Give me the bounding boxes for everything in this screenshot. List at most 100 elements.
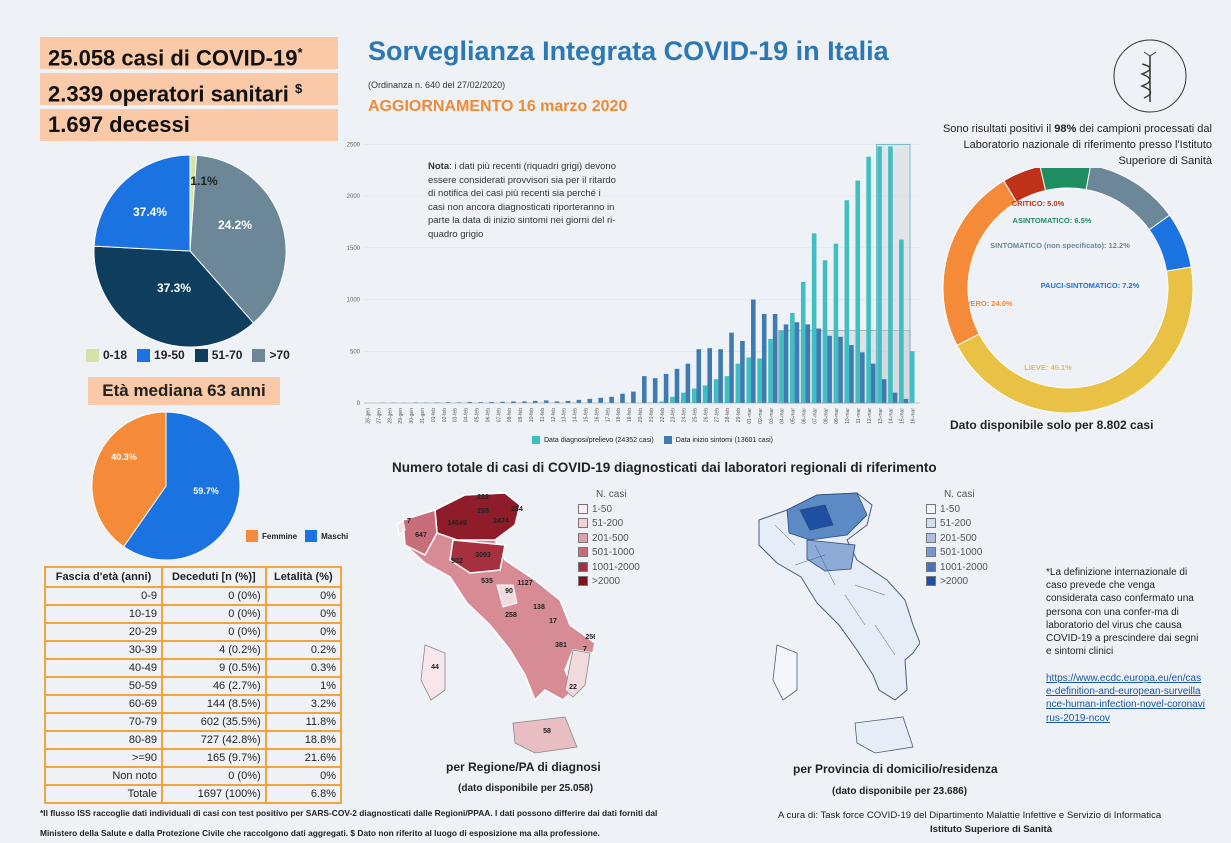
x-tick-label: 07-feb	[496, 408, 502, 422]
x-tick-label: 29-gen	[398, 408, 404, 424]
map-label: 22	[569, 684, 577, 691]
x-tick-label: 11-mar	[856, 408, 862, 424]
table-cell: 21.6%	[264, 748, 343, 768]
table-cell: 3.2%	[264, 694, 343, 714]
table-row: Totale 1697 (100%) 6.8%	[44, 784, 343, 804]
table-row: 40-49 9 (0.5%) 0.3%	[44, 658, 343, 678]
sex-legend: Femmine Maschi	[246, 530, 348, 542]
table-cell: 60-69	[44, 694, 163, 714]
bar-diagnosis	[746, 357, 752, 403]
pie-slice-3	[189, 155, 287, 324]
table-cell: 165 (9.7%)	[160, 748, 267, 768]
donut-label: CRITICO: 5.0%	[1012, 199, 1065, 208]
table-row: 60-69 144 (8.5%) 3.2%	[44, 694, 343, 714]
map-label: 44	[431, 664, 439, 671]
x-tick-label: 04-feb	[464, 408, 470, 422]
bar-diagnosis	[768, 338, 773, 403]
pie-slice-1	[93, 155, 191, 252]
x-tick-label: 13-mar	[878, 408, 884, 424]
donut-label: ASINTOMATICO: 6.5%	[1013, 216, 1092, 225]
bar-onset	[772, 314, 778, 403]
bar-onset	[685, 363, 691, 403]
x-tick-label: 27-feb	[714, 408, 720, 422]
donut-label: PAUCI-SINTOMATICO: 7.2%	[1041, 281, 1140, 290]
bar-diagnosis	[888, 146, 893, 403]
bar-onset	[718, 349, 723, 403]
bar-diagnosis	[724, 376, 730, 403]
pie-label: 1.1%	[190, 174, 218, 188]
kpi-cases: 25.058 casi di COVID-19*	[40, 37, 338, 70]
credit-line-2: Istituto Superiore di Sanità	[930, 824, 1053, 835]
legend-swatch-51-70	[194, 348, 208, 362]
x-tick-label: 22-feb	[660, 408, 666, 422]
footnote-line-2: Ministero della Salute e dalla Protezion…	[40, 828, 600, 838]
map-label: 502	[451, 558, 463, 565]
table-cell: 46 (2.7%)	[160, 676, 267, 696]
bar-diagnosis	[800, 281, 806, 403]
pie-label: 37.3%	[157, 281, 191, 295]
bar-onset	[827, 335, 832, 403]
bar-onset	[849, 345, 854, 403]
x-tick-label: 02-mar	[758, 408, 764, 424]
bar-diagnosis	[899, 239, 904, 403]
x-tick-label: 15-feb	[583, 408, 589, 422]
table-row: 30-39 4 (0.2%) 0.2%	[44, 640, 343, 660]
x-tick-label: 20-feb	[638, 408, 644, 422]
bar-diagnosis	[790, 312, 795, 403]
legend-swatch-male	[305, 530, 318, 542]
table-cell: 80-89	[44, 730, 163, 750]
donut-segment	[1085, 168, 1171, 231]
map-label: 7	[583, 646, 587, 653]
x-tick-label: 17-feb	[605, 408, 611, 422]
table-cell: Totale	[44, 784, 163, 804]
median-age: Età mediana 63 anni	[88, 377, 280, 405]
kpi-health-workers: 2.339 operatori sanitari $	[40, 73, 338, 106]
table-cell: 1%	[264, 676, 343, 696]
table-cell: 50-59	[44, 676, 163, 696]
map-label: 284	[511, 506, 523, 513]
map-label: 14649	[447, 520, 467, 527]
table-cell: 0 (0%)	[160, 586, 267, 606]
bar-onset	[870, 363, 876, 403]
severity-note: Dato disponibile solo per 8.802 casi	[950, 418, 1154, 432]
table-cell: 0%	[264, 586, 343, 606]
pie-slice-2	[93, 245, 255, 347]
pie-label: 37.4%	[133, 205, 167, 219]
table-row: 20-29 0 (0%) 0%	[44, 622, 343, 642]
x-tick-label: 09-feb	[518, 408, 524, 422]
table-cell: 11.8%	[264, 712, 343, 732]
table-cell: 0.2%	[264, 640, 343, 660]
bar-onset	[500, 401, 505, 403]
bar-onset	[816, 328, 822, 403]
bar-diagnosis	[866, 156, 871, 403]
table-cell: 0%	[264, 622, 343, 642]
bar-onset	[761, 314, 767, 403]
x-tick-label: 26-feb	[703, 408, 709, 422]
bar-diagnosis	[713, 379, 719, 403]
x-tick-label: 28-gen	[387, 408, 393, 424]
y-tick-label: 500	[350, 349, 361, 355]
bar-onset	[903, 398, 909, 403]
bar-diagnosis	[681, 392, 686, 403]
x-tick-label: 28-feb	[725, 408, 731, 422]
legend-swatch-19-50	[137, 348, 151, 362]
x-tick-label: 26-gen	[365, 408, 371, 424]
bar-onset	[794, 322, 800, 403]
bar-diagnosis	[779, 330, 784, 403]
pie-slice-male	[122, 411, 241, 561]
table-cell: 40-49	[44, 658, 163, 678]
x-tick-label: 05-mar	[791, 408, 797, 424]
table-cell: 10-19	[44, 604, 163, 624]
kpi-deaths: 1.697 decessi	[40, 109, 338, 141]
bar-onset	[652, 378, 658, 403]
map-label: 58	[543, 728, 551, 735]
table-cell: 1697 (100%)	[160, 784, 267, 804]
bar-onset	[478, 402, 484, 403]
ecdc-link[interactable]: https://www.ecdc.europa.eu/en/case-defin…	[1046, 673, 1205, 724]
table-cell: >=90	[44, 748, 163, 768]
table-row: 80-89 727 (42.8%) 18.8%	[44, 730, 343, 750]
x-tick-label: 29-feb	[736, 408, 742, 422]
pie-label: 40.3%	[111, 452, 137, 462]
positivity-text: Sono risultati positivi il 98% dei campi…	[942, 123, 1212, 167]
bar-diagnosis	[822, 260, 828, 403]
